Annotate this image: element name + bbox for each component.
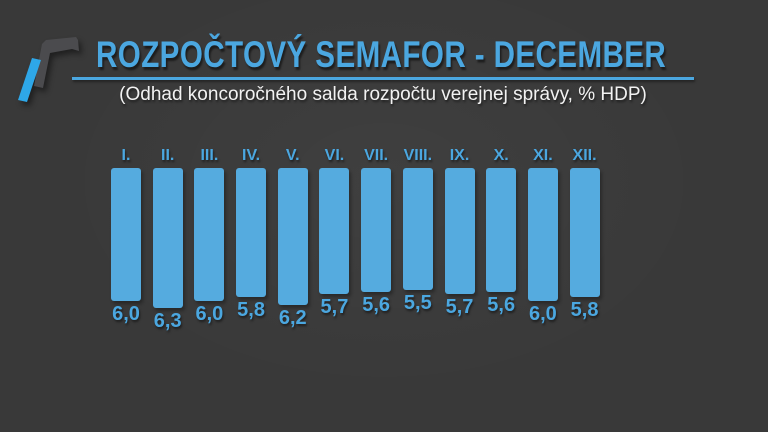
bar-column: V. 6,2 bbox=[277, 146, 308, 329]
month-label: III. bbox=[200, 147, 219, 164]
value-label: 5,5 bbox=[403, 292, 432, 314]
angled-slash-logo-icon bbox=[12, 26, 84, 104]
bar-column: III. 6,0 bbox=[194, 146, 225, 325]
value-label: 6,2 bbox=[278, 307, 307, 329]
value-label: 6,3 bbox=[153, 310, 182, 332]
month-label: VI. bbox=[324, 147, 345, 164]
value-label: 5,8 bbox=[570, 299, 599, 321]
bar bbox=[194, 168, 225, 301]
bar-column: II. 6,3 bbox=[152, 146, 183, 332]
bar-chart: I. 6,0 II. 6,3 III. 6,0 IV. 5,8 V. 6,2 VI. 5,7 VII. 5… bbox=[111, 146, 600, 331]
month-label: II. bbox=[161, 147, 175, 164]
bar-column: XI. 6,0 bbox=[527, 146, 558, 325]
month-label: V. bbox=[285, 147, 300, 164]
month-label: X. bbox=[493, 147, 509, 164]
page-subtitle: (Odhad koncoročného salda rozpočtu verej… bbox=[119, 84, 647, 105]
bar bbox=[402, 168, 433, 290]
month-label: VIII. bbox=[403, 147, 433, 164]
bar-column: X. 5,6 bbox=[486, 146, 517, 316]
bar bbox=[277, 168, 308, 305]
month-label: XI. bbox=[533, 147, 553, 164]
month-label: IX. bbox=[449, 147, 470, 164]
bar bbox=[527, 168, 558, 301]
bar-column: VII. 5,6 bbox=[361, 146, 392, 316]
bar bbox=[361, 168, 392, 292]
bar-column: XII. 5,8 bbox=[569, 146, 600, 321]
value-label: 5,6 bbox=[487, 294, 516, 316]
title-underline bbox=[72, 77, 694, 80]
month-label: IV. bbox=[242, 147, 261, 164]
value-label: 5,6 bbox=[362, 294, 391, 316]
bar-column: VIII. 5,5 bbox=[402, 146, 433, 314]
bar bbox=[486, 168, 517, 292]
value-label: 6,0 bbox=[112, 303, 140, 325]
page-title: ROZPOČTOVÝ SEMAFOR - DECEMBER bbox=[96, 34, 667, 75]
month-label: I. bbox=[121, 147, 131, 164]
value-label: 6,0 bbox=[528, 303, 557, 325]
month-label: VII. bbox=[364, 147, 389, 164]
bar bbox=[569, 168, 600, 297]
month-label: XII. bbox=[572, 147, 597, 164]
bar-column: I. 6,0 bbox=[111, 146, 141, 324]
value-label: 5,7 bbox=[320, 296, 349, 318]
value-label: 6,0 bbox=[195, 303, 224, 325]
value-label: 5,7 bbox=[445, 296, 474, 318]
bar bbox=[236, 168, 267, 297]
bar-column: VI. 5,7 bbox=[319, 146, 350, 318]
bar bbox=[152, 168, 183, 308]
value-label: 5,8 bbox=[237, 299, 265, 321]
bar-column: IV. 5,8 bbox=[236, 146, 267, 321]
bar bbox=[319, 168, 350, 294]
bar bbox=[444, 168, 475, 294]
bar-column: IX. 5,7 bbox=[444, 146, 475, 318]
bar bbox=[111, 168, 141, 301]
